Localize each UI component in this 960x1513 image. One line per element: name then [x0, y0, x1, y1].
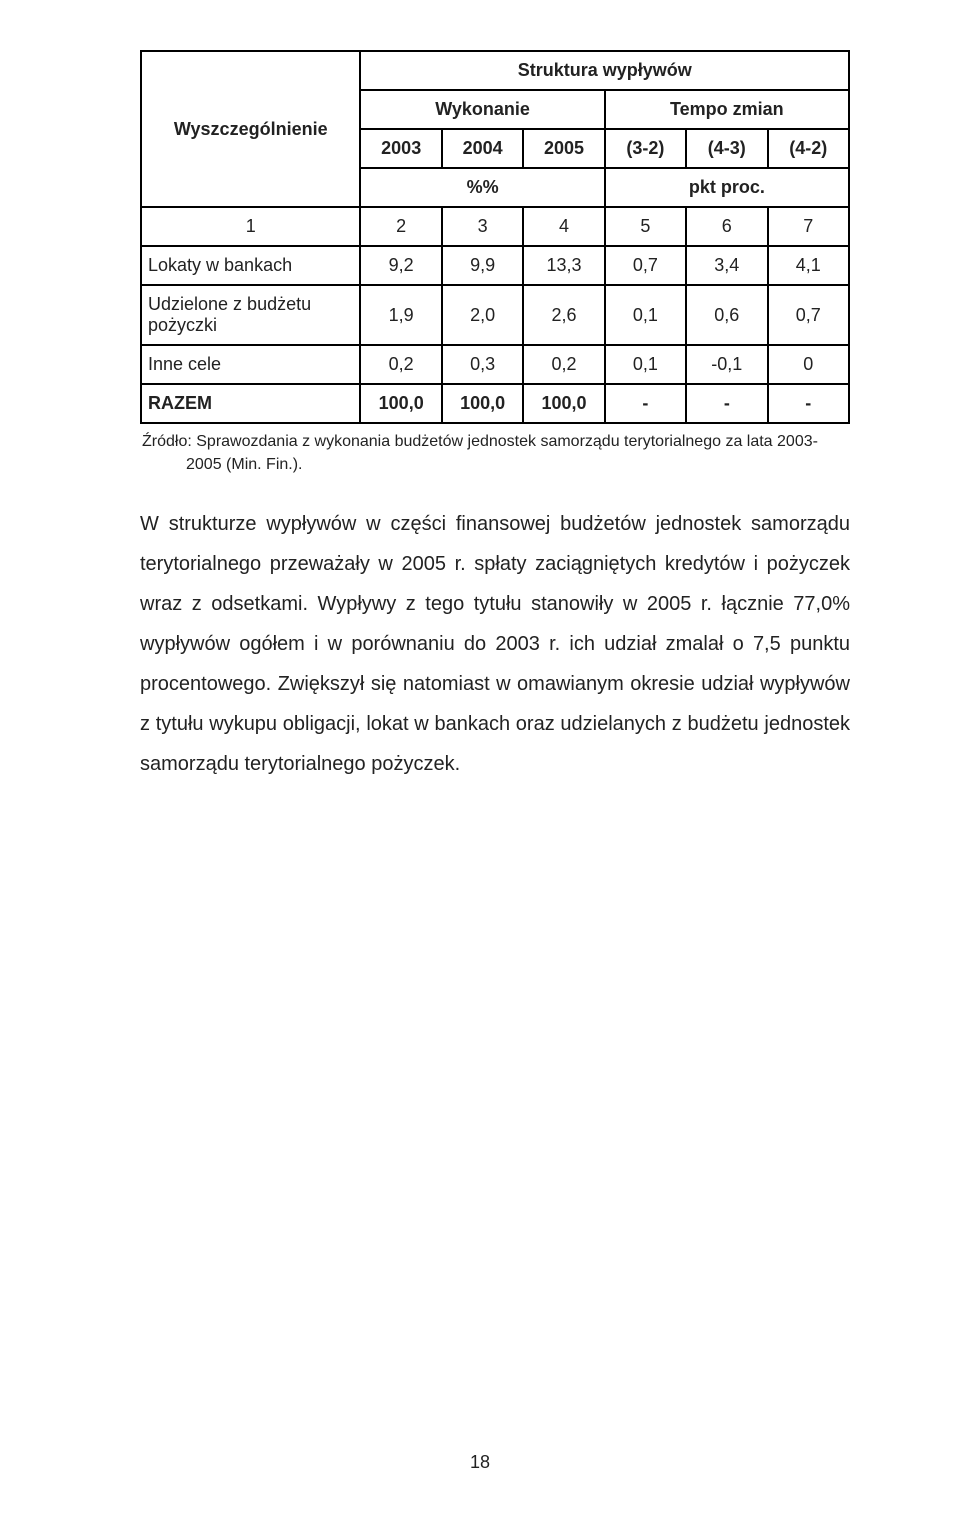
- header-diff-1: (4-3): [686, 129, 767, 168]
- row-val: 9,2: [360, 246, 441, 285]
- index-cell: 5: [605, 207, 686, 246]
- page-container: Wyszczególnienie Struktura wypływów Wyko…: [0, 0, 960, 1513]
- total-val: 100,0: [360, 384, 441, 423]
- row-val: 0: [768, 345, 849, 384]
- row-label: Inne cele: [141, 345, 360, 384]
- header-diff-2: (4-2): [768, 129, 849, 168]
- index-cell: 4: [523, 207, 604, 246]
- header-title: Struktura wypływów: [360, 51, 849, 90]
- table-row: Udzielone z budżetu pożyczki 1,9 2,0 2,6…: [141, 285, 849, 345]
- row-val: 2,0: [442, 285, 523, 345]
- header-year-1: 2004: [442, 129, 523, 168]
- table-total-row: RAZEM 100,0 100,0 100,0 - - -: [141, 384, 849, 423]
- page-number: 18: [0, 1452, 960, 1473]
- source-citation: Źródło: Sprawozdania z wykonania budżetó…: [140, 430, 850, 476]
- table-row: Inne cele 0,2 0,3 0,2 0,1 -0,1 0: [141, 345, 849, 384]
- row-val: 3,4: [686, 246, 767, 285]
- header-group-right: Tempo zmian: [605, 90, 849, 129]
- header-unit-left: %%: [360, 168, 604, 207]
- row-val: 1,9: [360, 285, 441, 345]
- total-val: -: [605, 384, 686, 423]
- body-paragraph: W strukturze wypływów w części finansowe…: [140, 504, 850, 784]
- row-val: 2,6: [523, 285, 604, 345]
- index-cell: 1: [141, 207, 360, 246]
- total-val: 100,0: [442, 384, 523, 423]
- index-cell: 6: [686, 207, 767, 246]
- row-val: 0,7: [768, 285, 849, 345]
- row-val: 0,6: [686, 285, 767, 345]
- row-label: Udzielone z budżetu pożyczki: [141, 285, 360, 345]
- total-val: -: [686, 384, 767, 423]
- row-val: 0,2: [360, 345, 441, 384]
- row-val: 9,9: [442, 246, 523, 285]
- data-table: Wyszczególnienie Struktura wypływów Wyko…: [140, 50, 850, 424]
- total-val: 100,0: [523, 384, 604, 423]
- row-label: Lokaty w bankach: [141, 246, 360, 285]
- source-line-1: Źródło: Sprawozdania z wykonania budżetó…: [142, 433, 818, 450]
- row-val: 0,3: [442, 345, 523, 384]
- table-index-row: 1 2 3 4 5 6 7: [141, 207, 849, 246]
- row-val: 0,2: [523, 345, 604, 384]
- index-cell: 3: [442, 207, 523, 246]
- index-cell: 2: [360, 207, 441, 246]
- total-val: -: [768, 384, 849, 423]
- index-cell: 7: [768, 207, 849, 246]
- header-year-0: 2003: [360, 129, 441, 168]
- header-unit-right: pkt proc.: [605, 168, 849, 207]
- table-header-row-1: Wyszczególnienie Struktura wypływów: [141, 51, 849, 90]
- table-row: Lokaty w bankach 9,2 9,9 13,3 0,7 3,4 4,…: [141, 246, 849, 285]
- source-line-2: 2005 (Min. Fin.).: [142, 453, 850, 476]
- row-val: 13,3: [523, 246, 604, 285]
- row-val: 0,1: [605, 285, 686, 345]
- row-val: -0,1: [686, 345, 767, 384]
- header-year-2: 2005: [523, 129, 604, 168]
- row-val: 4,1: [768, 246, 849, 285]
- row-val: 0,7: [605, 246, 686, 285]
- header-group-left: Wykonanie: [360, 90, 604, 129]
- header-row-label: Wyszczególnienie: [141, 51, 360, 207]
- row-val: 0,1: [605, 345, 686, 384]
- total-label: RAZEM: [141, 384, 360, 423]
- header-diff-0: (3-2): [605, 129, 686, 168]
